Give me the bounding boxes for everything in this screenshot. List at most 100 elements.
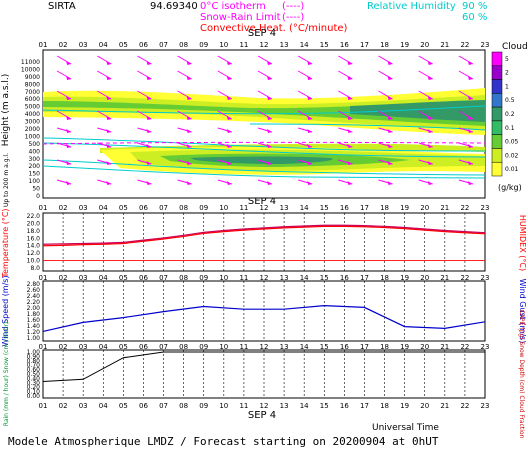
colorbar-level-label: 5: [505, 56, 509, 63]
y-tick-label: 0.80: [27, 358, 41, 365]
date-label-bottom: SEP 4: [248, 410, 276, 421]
height-tick-label: 10000: [21, 66, 40, 73]
wind-arrow-head: [106, 161, 112, 165]
wind-arrow-head: [307, 144, 313, 148]
rh-contour-4: [42, 165, 486, 179]
hour-tick-label: 23: [481, 204, 490, 212]
hour-tick-label: 17: [360, 402, 369, 410]
colorbar-level-label: 1: [505, 83, 509, 90]
hour-tick-label: 08: [179, 402, 188, 410]
wind-arrow-head: [106, 144, 112, 148]
wind-arrow-head: [427, 161, 433, 165]
y-tick-label: 1.40: [27, 323, 41, 330]
hour-tick-label: 17: [360, 274, 369, 282]
hour-tick-label: 03: [79, 274, 88, 282]
wind-arrow-head: [267, 96, 272, 100]
wind-arrow-head: [347, 129, 353, 133]
hour-labels-top: 01 02 03 04 05 06 07 08 09 10 11 12 13 14 15 16 17 18 19 20…: [39, 41, 490, 49]
y-tick-label: 1.00: [27, 335, 41, 342]
cloud-colorbar-title: Clouds: [502, 42, 528, 52]
forecast-title: Modele Atmospherique LMDZ / Forecast sta…: [8, 435, 439, 448]
hour-tick-label: 16: [340, 343, 349, 351]
hour-tick-label: 06: [139, 402, 148, 410]
wind-arrow-head: [186, 144, 192, 148]
wind-arrow-head: [66, 76, 72, 80]
hour-tick-label: 15: [320, 274, 329, 282]
hour-tick-label: 20: [420, 343, 429, 351]
hour-tick-label: 15: [320, 41, 329, 49]
wind-arrow-head: [106, 116, 112, 120]
wind-arrow-head: [467, 96, 473, 100]
panel-rain-ylabel: Rain (mm / hour) Snow (cm / hour): [3, 322, 10, 426]
height-tick-label: 7000: [25, 89, 40, 96]
wind-arrow-head: [146, 96, 152, 100]
colorbar-swatch: [491, 51, 503, 67]
hour-tick-label: 16: [340, 204, 349, 212]
legend-rh-60: 60 %: [462, 12, 487, 23]
panel-rain-grid: [62, 350, 466, 398]
panel-rain: [42, 349, 486, 399]
hour-tick-label: 07: [159, 402, 168, 410]
height-tick-label: 9000: [25, 74, 40, 81]
cloud-colorbar-swatches: 5 2 1 0.5 0.2 0.1 0.05 0.02 0.01: [491, 51, 519, 177]
hour-tick-label: 11: [239, 41, 248, 49]
colorbar-level-label: 0.5: [505, 97, 515, 104]
hour-tick-label: 05: [119, 274, 128, 282]
hour-tick-label: 22: [460, 343, 469, 351]
wind-arrows: [56, 55, 474, 185]
colorbar-swatch: [491, 93, 503, 108]
hour-tick-label: 14: [300, 343, 309, 351]
hour-tick-label: 19: [400, 274, 409, 282]
hour-tick-label: 11: [239, 343, 248, 351]
y-tick-label: 2.80: [27, 281, 41, 288]
height-tick-label: 200: [29, 163, 41, 170]
wind-arrow-head: [387, 181, 393, 185]
hour-tick-label: 12: [260, 204, 269, 212]
wind-arrow-head: [186, 161, 192, 165]
hour-tick-label: 18: [380, 343, 389, 351]
hour-tick-label: 05: [119, 343, 128, 351]
hour-tick-label: 18: [380, 204, 389, 212]
hour-tick-label: 21: [440, 204, 449, 212]
hour-tick-label: 18: [380, 402, 389, 410]
hour-tick-label: 01: [39, 274, 48, 282]
legend-convective: Convective Heat. (°C/minute): [200, 23, 348, 34]
height-tick-label: 1000: [25, 133, 40, 140]
hour-labels-panel4: 01 02 03 04 05 06 07 08 09 10 11 12 13 14 15 16 17 18 19 20…: [39, 343, 490, 410]
wind-arrow-head: [66, 181, 72, 185]
wind-arrow-head: [467, 129, 473, 133]
wind-arrow-head: [427, 116, 433, 120]
hour-tick-label: 14: [300, 204, 309, 212]
wind-arrow-head: [186, 96, 192, 100]
hour-tick-label: 09: [199, 204, 208, 212]
wind-arrow-head: [106, 129, 112, 133]
colorbar-level-label: 2: [505, 70, 509, 77]
hour-tick-label: 21: [440, 402, 449, 410]
wind-arrow-head: [226, 96, 232, 100]
y-tick-label: 2.40: [27, 293, 41, 300]
hour-tick-label: 03: [79, 402, 88, 410]
hour-tick-label: 06: [139, 274, 148, 282]
wind-arrow-head: [467, 61, 473, 65]
colorbar-level-label: 0.2: [505, 111, 515, 118]
y-tick-label: 2.60: [27, 287, 41, 294]
wind-arrow-head: [267, 144, 272, 148]
y-tick-label: 8.0: [30, 265, 40, 272]
height-tick-label: 2000: [25, 126, 40, 133]
y-tick-label: 1.20: [27, 329, 41, 336]
panel-wind-yticks: 2.802.602.402.202.001.801.601.401.201.00: [27, 281, 41, 342]
colorbar-swatch: [491, 120, 503, 135]
colorbar-level-label: 0.1: [505, 125, 515, 132]
wind-arrow-head: [467, 161, 473, 165]
wind-arrow-head: [347, 116, 353, 120]
hour-tick-label: 15: [320, 343, 329, 351]
wind-arrow-head: [146, 181, 152, 185]
isotherm-line: [42, 141, 486, 145]
y-tick-label: 1.80: [27, 311, 41, 318]
y-tick-label: 0.20: [27, 384, 41, 391]
wind-arrow-head: [267, 181, 272, 185]
y-tick-label: 12.0: [27, 250, 41, 257]
hour-tick-label: 13: [280, 343, 289, 351]
panel-wind-ylabel: Wind Speed (m/s): [1, 275, 10, 346]
hour-tick-label: 08: [179, 204, 188, 212]
